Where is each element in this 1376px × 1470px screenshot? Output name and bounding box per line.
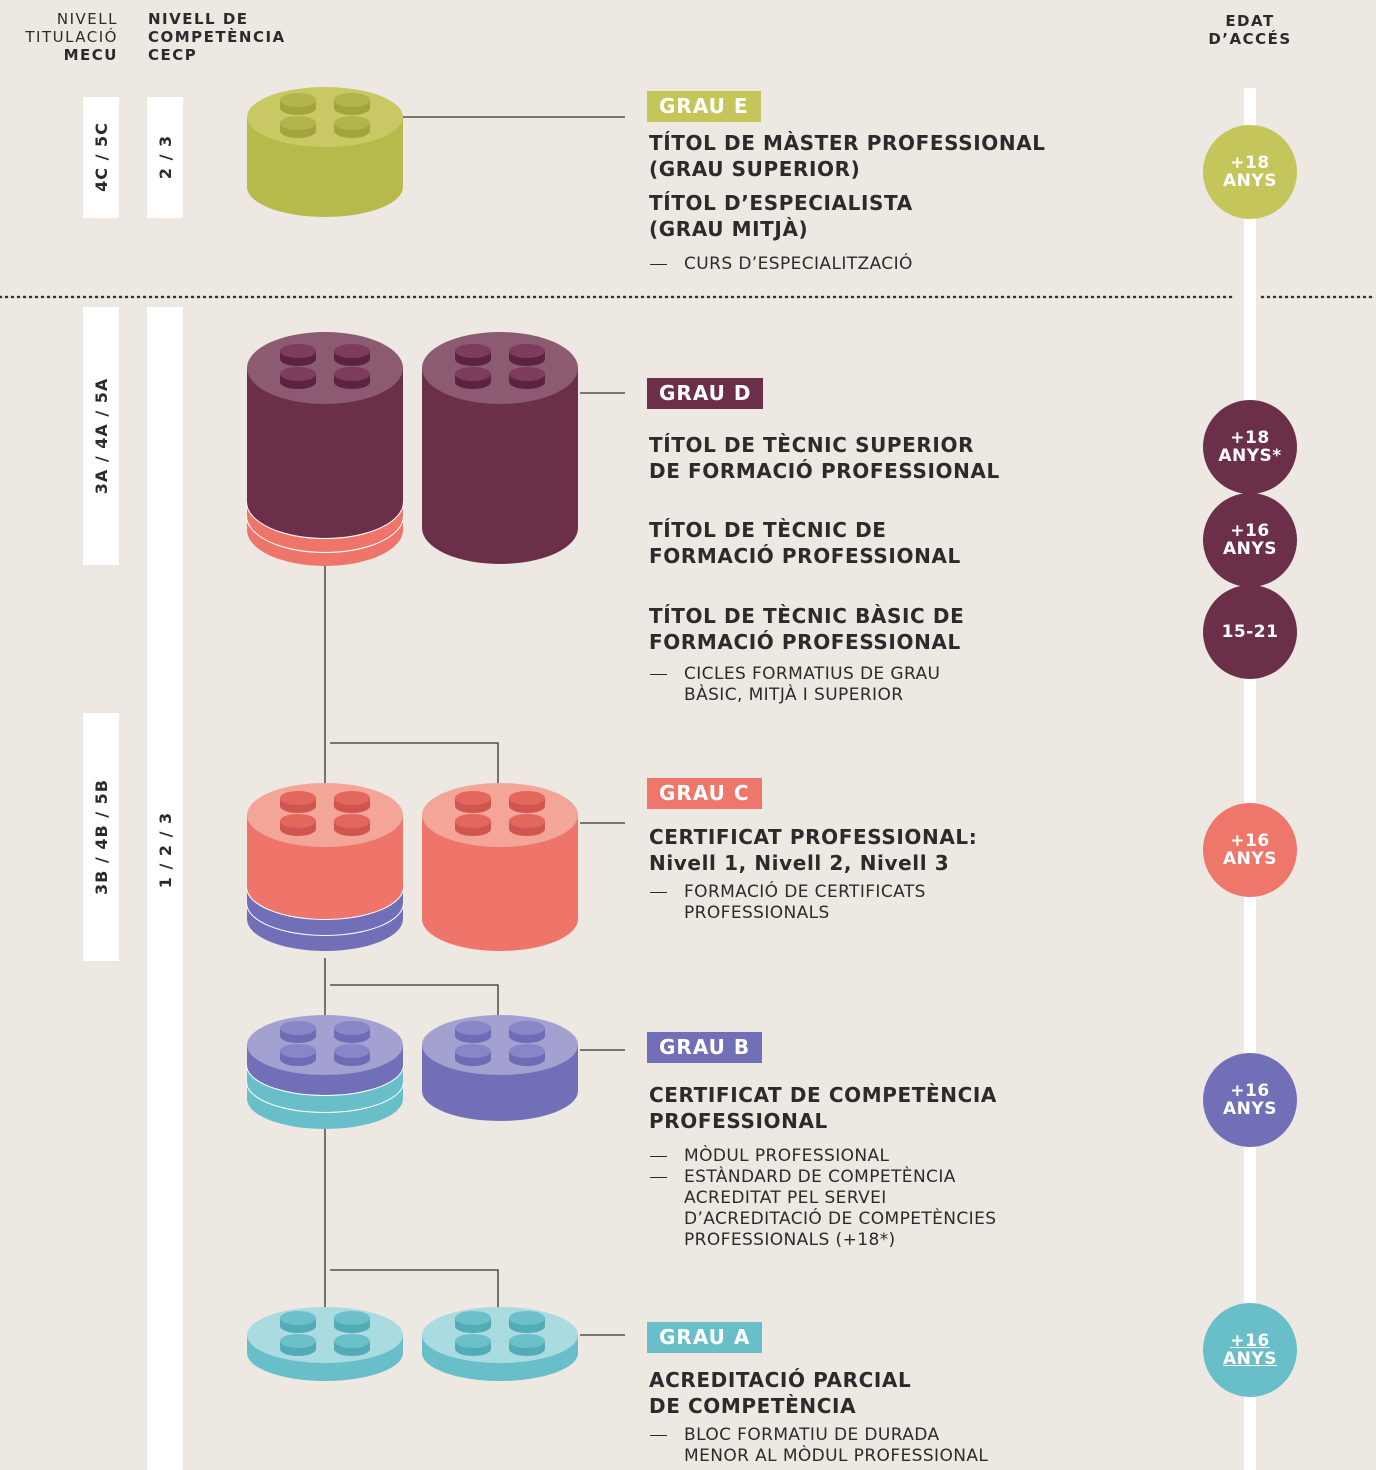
grade-title: TÍTOL DE MÀSTER PROFESSIONAL (GRAU SUPER… bbox=[649, 130, 1046, 182]
block-top bbox=[422, 332, 578, 404]
grade-item: FORMACIÓ DE CERTIFICATS PROFESSIONALS bbox=[650, 882, 926, 924]
stud-top bbox=[509, 1044, 545, 1058]
item-text: CURS D’ESPECIALITZACIÓ bbox=[650, 254, 913, 275]
block-top bbox=[247, 332, 403, 404]
stud-top bbox=[280, 814, 316, 828]
grade-item: CICLES FORMATIUS DE GRAU BÀSIC, MITJÀ I … bbox=[650, 664, 940, 706]
stud-top bbox=[455, 814, 491, 828]
item-text: CICLES FORMATIUS DE GRAU BÀSIC, MITJÀ I … bbox=[650, 664, 940, 706]
stud-top bbox=[334, 791, 370, 805]
grade-badge: GRAU A bbox=[647, 1322, 762, 1353]
grade-title: TÍTOL DE TÈCNIC BÀSIC DE FORMACIÓ PROFES… bbox=[649, 603, 964, 655]
stud-top bbox=[334, 1044, 370, 1058]
item-text: ESTÀNDARD DE COMPETÈNCIA ACREDITAT PEL S… bbox=[650, 1167, 996, 1251]
header-age: EDAT D’ACCÉS bbox=[1190, 12, 1310, 48]
stud-top bbox=[280, 1044, 316, 1058]
dash bbox=[650, 1156, 667, 1157]
item-text: MÒDUL PROFESSIONAL bbox=[650, 1146, 889, 1167]
stud-top bbox=[334, 344, 370, 358]
stud-top bbox=[280, 344, 316, 358]
grade-badge: GRAU E bbox=[647, 91, 761, 122]
stud-top bbox=[334, 814, 370, 828]
grade-item: ESTÀNDARD DE COMPETÈNCIA ACREDITAT PEL S… bbox=[650, 1167, 996, 1251]
block-top bbox=[247, 87, 403, 147]
item-text: FORMACIÓ DE CERTIFICATS PROFESSIONALS bbox=[650, 882, 926, 924]
stud-top bbox=[334, 1021, 370, 1035]
age-circle: +16 ANYS bbox=[1203, 493, 1297, 587]
stud-top bbox=[455, 791, 491, 805]
grade-item: BLOC FORMATIU DE DURADA MENOR AL MÒDUL P… bbox=[650, 1425, 988, 1467]
stud-top bbox=[280, 791, 316, 805]
cecp-level: 1 / 2 / 3 bbox=[156, 812, 175, 888]
block-top bbox=[422, 783, 578, 847]
stud-top bbox=[455, 1311, 491, 1325]
grade-title: ACREDITACIÓ PARCIAL DE COMPETÈNCIA bbox=[649, 1367, 911, 1419]
block-top bbox=[247, 1015, 403, 1075]
stud-top bbox=[509, 367, 545, 381]
grade-badge: GRAU C bbox=[647, 778, 762, 809]
mecu-level: 3A / 4A / 5A bbox=[92, 378, 111, 495]
cecp-level: 2 / 3 bbox=[156, 135, 175, 179]
stud-top bbox=[509, 1334, 545, 1348]
grade-badge: GRAU D bbox=[647, 378, 763, 409]
block-top bbox=[422, 1015, 578, 1075]
header-mecu-label: NIVELL TITULACIÓ bbox=[25, 10, 118, 46]
grade-badge: GRAU B bbox=[647, 1032, 762, 1063]
dash bbox=[650, 892, 667, 893]
stud-top bbox=[509, 1311, 545, 1325]
grade-title: TÍTOL DE TÈCNIC SUPERIOR DE FORMACIÓ PRO… bbox=[649, 432, 1000, 484]
stud-top bbox=[280, 367, 316, 381]
page: 4C / 5C 3A / 4A / 5A 3B / 4B / 5B 2 / 3 1 / … bbox=[0, 0, 1376, 1470]
stud-top bbox=[509, 814, 545, 828]
grade-title: TÍTOL D’ESPECIALISTA (GRAU MITJÀ) bbox=[649, 190, 913, 242]
age-circle: +18 ANYS* bbox=[1203, 400, 1297, 494]
mecu-level: 3B / 4B / 5B bbox=[92, 779, 111, 895]
block-top bbox=[247, 1307, 403, 1363]
grade-item: MÒDUL PROFESSIONAL bbox=[650, 1146, 889, 1167]
item-text: BLOC FORMATIU DE DURADA MENOR AL MÒDUL P… bbox=[650, 1425, 988, 1467]
stud-top bbox=[280, 1021, 316, 1035]
stud-top bbox=[280, 1311, 316, 1325]
stud-top bbox=[455, 1021, 491, 1035]
stud-top bbox=[280, 1334, 316, 1348]
stud-top bbox=[455, 1334, 491, 1348]
stud-top bbox=[334, 116, 370, 130]
grade-title: CERTIFICAT PROFESSIONAL: Nivell 1, Nivel… bbox=[649, 824, 977, 876]
age-circle: +16 ANYS bbox=[1203, 1303, 1297, 1397]
stud-top bbox=[334, 367, 370, 381]
grade-title: CERTIFICAT DE COMPETÈNCIA PROFESSIONAL bbox=[649, 1082, 997, 1134]
dash bbox=[650, 674, 667, 675]
dash bbox=[650, 264, 667, 265]
header-cecp: NIVELL DE COMPETÈNCIA CECP bbox=[148, 10, 286, 64]
stud-top bbox=[455, 1044, 491, 1058]
age-circle: 15-21 bbox=[1203, 585, 1297, 679]
mecu-level: 4C / 5C bbox=[92, 122, 111, 192]
stud-top bbox=[334, 1334, 370, 1348]
grade-title: TÍTOL DE TÈCNIC DE FORMACIÓ PROFESSIONAL bbox=[649, 517, 961, 569]
age-circle: +16 ANYS bbox=[1203, 803, 1297, 897]
stud-top bbox=[334, 1311, 370, 1325]
block-top bbox=[247, 783, 403, 847]
age-timeline bbox=[1244, 88, 1256, 1470]
age-circle: +18 ANYS bbox=[1203, 125, 1297, 219]
stud-top bbox=[334, 93, 370, 107]
grade-item: CURS D’ESPECIALITZACIÓ bbox=[650, 254, 913, 275]
stud-top bbox=[455, 344, 491, 358]
stud-top bbox=[509, 791, 545, 805]
stud-top bbox=[280, 116, 316, 130]
age-circle: +16 ANYS bbox=[1203, 1053, 1297, 1147]
dash bbox=[650, 1435, 667, 1436]
block-top bbox=[422, 1307, 578, 1363]
stud-top bbox=[509, 344, 545, 358]
stud-top bbox=[509, 1021, 545, 1035]
header-mecu-code: MECU bbox=[64, 46, 118, 64]
stud-top bbox=[455, 367, 491, 381]
stud-top bbox=[280, 93, 316, 107]
dash bbox=[650, 1177, 667, 1178]
